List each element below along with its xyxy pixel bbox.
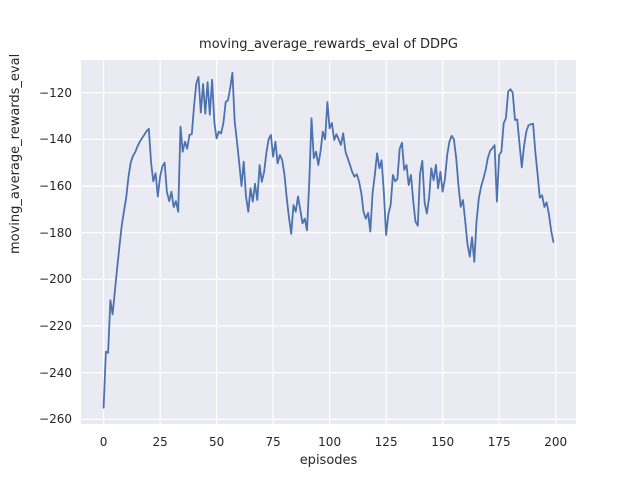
x-tick-label: 175 [487,435,511,449]
x-axis-label: episodes [299,453,358,468]
y-tick-label: −160 [39,179,72,193]
y-tick-label: −140 [39,132,72,147]
x-tick-label: 75 [265,435,281,449]
chart-canvas [81,60,576,424]
chart-title: moving_average_rewards_eval of DDPG [199,37,458,52]
y-tick-label: −120 [39,85,72,100]
plot-area [81,60,576,424]
y-tick-label: −240 [39,365,72,380]
x-tick-label: 125 [374,435,398,449]
y-tick-label: −180 [39,225,72,240]
y-tick-label: −260 [39,412,72,427]
series-line [102,71,555,409]
y-tick-label: −200 [39,272,72,287]
x-tick-label: 200 [544,435,568,449]
x-tick-label: 25 [152,435,168,449]
x-tick-label: 0 [99,435,108,449]
y-tick-label: −220 [39,319,72,333]
y-axis-label: moving_average_rewards_eval [8,53,23,254]
x-tick-label: 100 [318,435,342,449]
x-tick-label: 150 [431,435,455,449]
x-tick-label: 50 [208,435,225,449]
